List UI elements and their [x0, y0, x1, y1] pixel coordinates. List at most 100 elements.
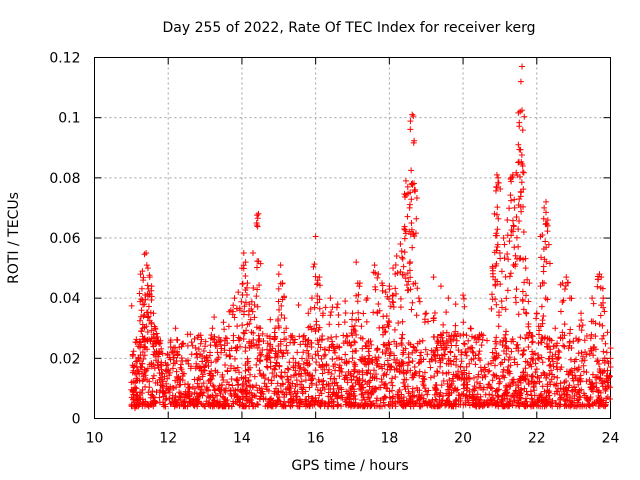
cluster-point — [576, 336, 583, 343]
baseline-point — [282, 403, 289, 410]
cluster-point — [561, 321, 568, 328]
baseline-point — [312, 367, 319, 374]
baseline-point — [557, 385, 564, 392]
baseline-point — [436, 399, 443, 406]
cluster-point — [385, 323, 392, 330]
baseline-point — [499, 373, 506, 380]
cluster-point — [519, 127, 526, 134]
baseline-point — [580, 368, 587, 375]
baseline-point — [342, 401, 349, 408]
baseline-point — [286, 389, 293, 396]
baseline-point — [579, 401, 586, 408]
baseline-point — [602, 383, 609, 390]
baseline-point — [403, 376, 410, 383]
cluster-point — [278, 302, 285, 309]
cluster-point — [521, 113, 528, 120]
baseline-point — [364, 381, 371, 388]
cluster-point — [416, 298, 423, 305]
baseline-point — [309, 355, 316, 362]
y-tick-label: 0.02 — [49, 351, 80, 367]
data-point — [491, 210, 498, 217]
baseline-point — [586, 376, 593, 383]
baseline-point — [205, 363, 212, 370]
baseline-point — [297, 364, 304, 371]
data-point — [522, 265, 529, 272]
baseline-point — [546, 355, 553, 362]
baseline-point — [360, 310, 367, 317]
cluster-point — [152, 340, 159, 347]
data-point — [144, 265, 151, 272]
baseline-point — [587, 395, 594, 402]
baseline-point — [386, 363, 393, 370]
baseline-point — [424, 400, 431, 407]
baseline-point — [516, 403, 523, 410]
baseline-point — [481, 399, 488, 406]
cluster-point — [292, 359, 299, 366]
baseline-point — [489, 377, 496, 384]
baseline-point — [487, 396, 494, 403]
cluster-point — [251, 302, 258, 309]
cluster-point — [273, 351, 280, 358]
baseline-point — [348, 376, 355, 383]
baseline-point — [194, 380, 201, 387]
baseline-point — [171, 396, 178, 403]
cluster-point — [605, 360, 612, 367]
baseline-point — [400, 369, 407, 376]
cluster-point — [146, 317, 153, 324]
baseline-point — [207, 352, 214, 359]
cluster-point — [147, 309, 154, 316]
data-point — [452, 301, 459, 308]
baseline-point — [211, 387, 218, 394]
data-point — [244, 280, 251, 287]
cluster-point — [494, 204, 501, 211]
y-tick-label: 0.08 — [49, 171, 80, 187]
baseline-point — [236, 369, 243, 376]
baseline-point — [500, 337, 507, 344]
cluster-point — [142, 338, 149, 345]
baseline-point — [210, 372, 217, 379]
baseline-point — [209, 403, 216, 410]
baseline-point — [242, 344, 249, 351]
baseline-point — [604, 379, 611, 386]
cluster-point — [137, 313, 144, 320]
baseline-point — [522, 398, 529, 405]
baseline-point — [395, 320, 402, 327]
cluster-point — [386, 286, 393, 293]
baseline-point — [546, 362, 553, 369]
cluster-point — [508, 178, 515, 185]
baseline-point — [169, 392, 176, 399]
cluster-point — [188, 339, 195, 346]
cluster-point — [539, 334, 546, 341]
baseline-point — [286, 359, 293, 366]
cluster-point — [401, 271, 408, 278]
baseline-point — [438, 382, 445, 389]
x-tick-label: 24 — [602, 431, 620, 447]
cluster-point — [247, 316, 254, 323]
data-point — [504, 216, 511, 223]
baseline-point — [222, 334, 229, 341]
baseline-point — [445, 333, 452, 340]
cluster-point — [493, 232, 500, 239]
baseline-point — [318, 399, 325, 406]
baseline-point — [392, 403, 399, 410]
cluster-point — [400, 263, 407, 270]
cluster-point — [516, 196, 523, 203]
baseline-point — [325, 400, 332, 407]
cluster-point — [169, 365, 176, 372]
baseline-point — [590, 300, 597, 307]
baseline-point — [329, 304, 336, 311]
baseline-point — [221, 399, 228, 406]
baseline-point — [477, 380, 484, 387]
baseline-point — [471, 401, 478, 408]
x-tick-label: 14 — [233, 431, 251, 447]
baseline-point — [410, 344, 417, 351]
x-tick-label: 16 — [307, 431, 325, 447]
baseline-point — [424, 391, 431, 398]
baseline-point — [246, 403, 253, 410]
baseline-point — [407, 367, 414, 374]
baseline-point — [410, 374, 417, 381]
data-point — [589, 295, 596, 302]
baseline-point — [195, 374, 202, 381]
cluster-point — [180, 340, 187, 347]
baseline-point — [570, 338, 577, 345]
